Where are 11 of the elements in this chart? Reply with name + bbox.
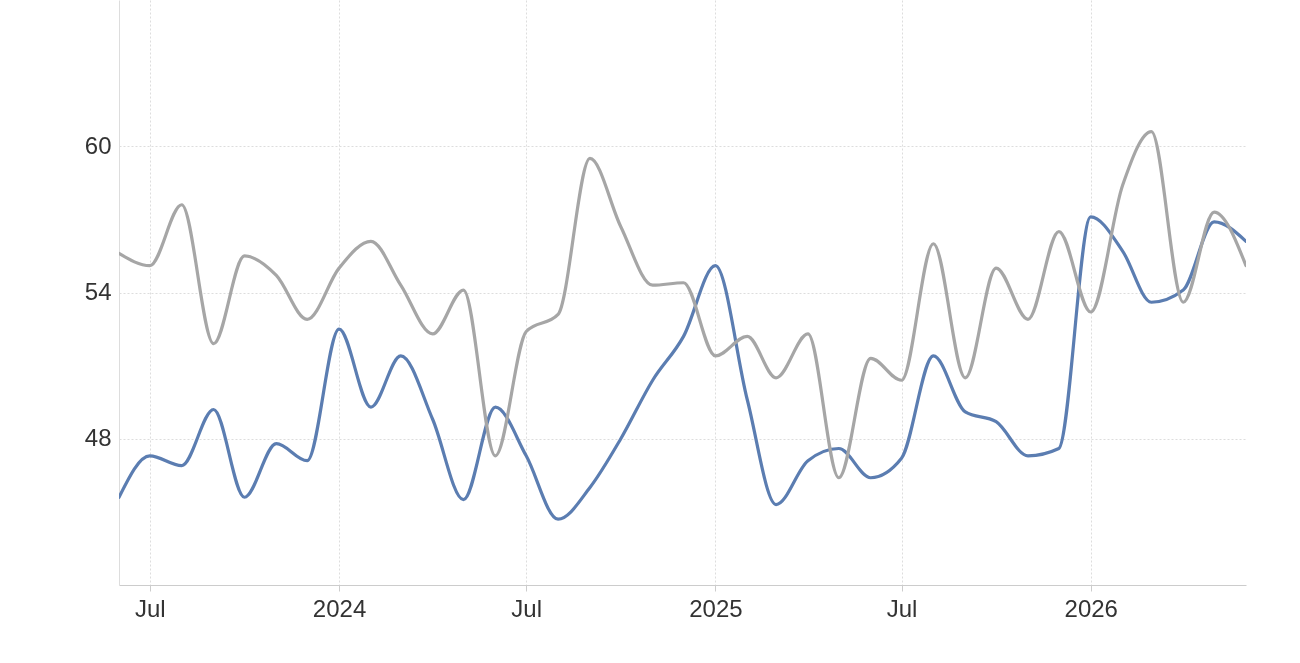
x-tick-label: Jul (886, 594, 918, 622)
x-tick-label: Jul (135, 594, 166, 622)
x-tick-label: 2026 (1064, 594, 1118, 622)
x-tick-label: 2025 (689, 594, 743, 622)
y-tick-label: 48 (84, 424, 112, 452)
line-series (119, 130, 1246, 480)
line-series (119, 215, 1246, 521)
x-tick-label: Jul (511, 594, 543, 622)
y-tick-label: 54 (84, 278, 112, 305)
y-tick-label: 60 (84, 131, 112, 159)
x-tick-label: 2024 (312, 594, 367, 622)
